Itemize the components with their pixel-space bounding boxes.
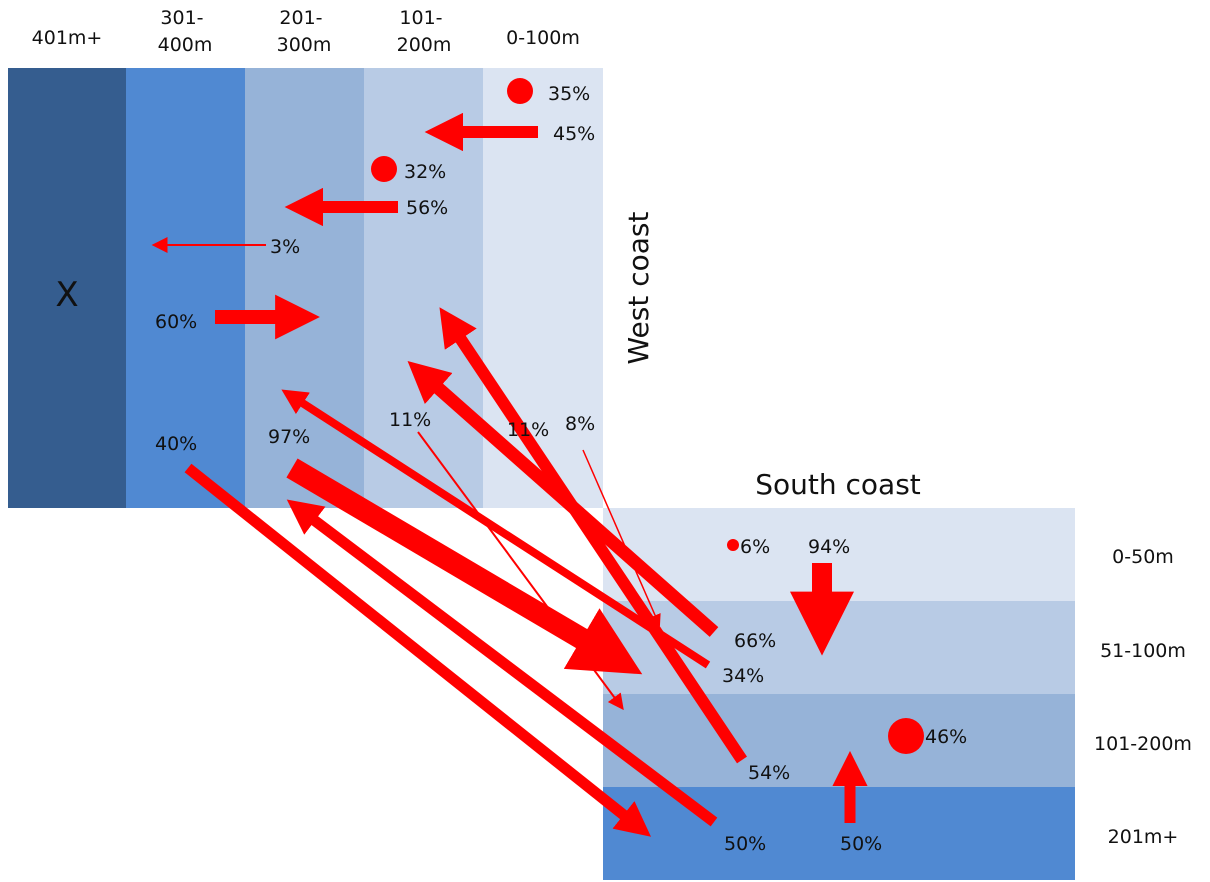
west-band-label-1: 401m+ xyxy=(32,27,103,49)
west-band-label-5: 0-100m xyxy=(506,27,580,49)
percent-labels: 35% 45% 32% 56% 3% 60% 40% 97% 11% 11% 8… xyxy=(155,83,967,855)
south-coast-bands xyxy=(603,508,1075,880)
retention-circles xyxy=(371,78,924,754)
pct-label-11-west: 11% xyxy=(389,409,431,431)
pct-label-40: 40% xyxy=(155,433,197,455)
south-coast-title: South coast xyxy=(755,468,921,501)
pct-label-45: 45% xyxy=(553,123,595,145)
south-band-label-1: 0-50m xyxy=(1112,546,1174,568)
pct-label-60: 60% xyxy=(155,311,197,333)
pct-label-32: 32% xyxy=(404,161,446,183)
pct-label-34: 34% xyxy=(722,665,764,687)
south-band-label-2: 51-100m xyxy=(1100,640,1186,662)
pct-label-3: 3% xyxy=(270,236,300,258)
west-band-label-2-line1: 301- xyxy=(160,7,203,29)
arrow-34 xyxy=(281,389,711,669)
retention-circle-35 xyxy=(507,78,533,104)
retention-circle-46 xyxy=(888,718,924,754)
pct-label-8: 8% xyxy=(565,413,595,435)
arrow-54 xyxy=(439,307,747,764)
pct-label-54: 54% xyxy=(748,762,790,784)
west-band-label-4-line2: 200m xyxy=(397,34,452,56)
pct-label-11-south: 11% xyxy=(507,419,549,441)
pct-label-35: 35% xyxy=(548,83,590,105)
retention-circle-6 xyxy=(727,539,739,551)
west-band-label-2-line2: 400m xyxy=(158,34,213,56)
south-band-101-200m xyxy=(603,694,1075,787)
west-band-label-4: 101- 200m xyxy=(397,7,452,56)
arrow-40 xyxy=(184,463,652,837)
arrow-11-west xyxy=(417,431,624,711)
pct-label-50-left: 50% xyxy=(724,833,766,855)
west-coast-title: West coast xyxy=(622,211,655,364)
south-band-labels: 0-50m 51-100m 101-200m 201m+ xyxy=(1094,546,1192,848)
west-band-label-4-line1: 101- xyxy=(399,7,442,29)
west-band-401m-plus xyxy=(8,68,126,508)
west-band-label-3-line2: 300m xyxy=(277,34,332,56)
pct-label-6: 6% xyxy=(740,536,770,558)
arrow-50-left xyxy=(286,499,718,827)
pct-label-46: 46% xyxy=(925,726,967,748)
west-band-0-100m xyxy=(483,68,603,508)
west-band-label-3: 201- 300m xyxy=(277,7,332,56)
band-mark: X xyxy=(55,275,78,315)
west-band-label-3-line1: 201- xyxy=(279,7,322,29)
retention-circle-32 xyxy=(371,156,397,182)
south-band-label-3: 101-200m xyxy=(1094,733,1192,755)
pct-label-94: 94% xyxy=(808,536,850,558)
pct-label-97: 97% xyxy=(268,426,310,448)
flow-arrows xyxy=(151,112,868,837)
west-band-labels: 401m+ 301- 400m 201- 300m 101- 200m 0-10… xyxy=(32,7,580,56)
west-band-301-400m xyxy=(126,68,245,508)
west-band-101-200m xyxy=(364,68,483,508)
south-band-label-4: 201m+ xyxy=(1108,826,1179,848)
south-band-201m-plus xyxy=(603,787,1075,880)
pct-label-56: 56% xyxy=(406,197,448,219)
west-band-label-2: 301- 400m xyxy=(158,7,213,56)
pct-label-66: 66% xyxy=(734,630,776,652)
arrow-8 xyxy=(582,449,661,627)
west-coast-bands xyxy=(8,68,603,508)
south-band-0-50m xyxy=(603,508,1075,601)
pct-label-50-up: 50% xyxy=(840,833,882,855)
